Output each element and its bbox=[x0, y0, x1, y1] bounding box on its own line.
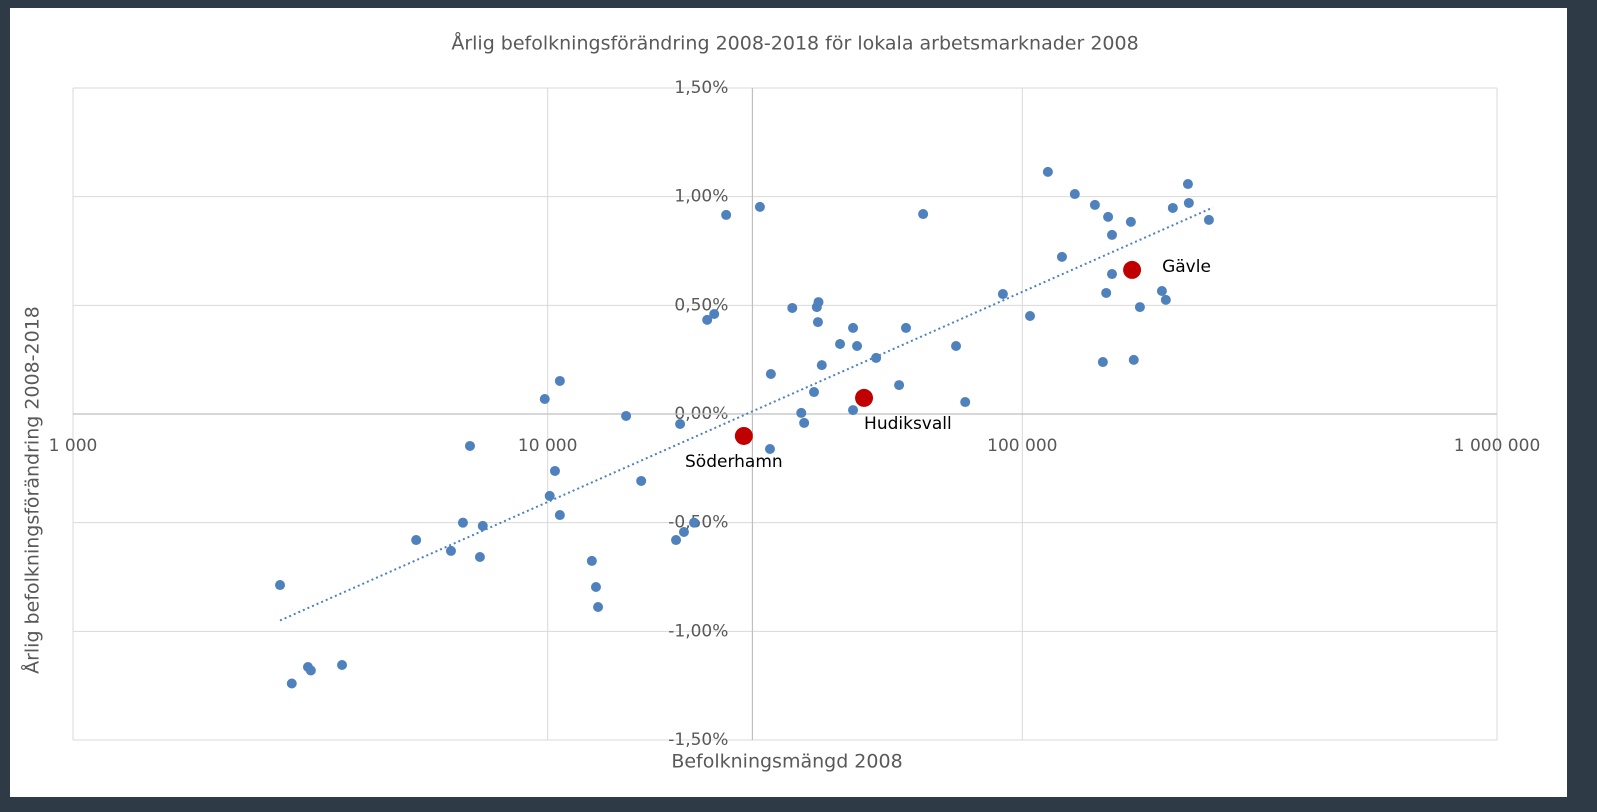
point bbox=[1107, 269, 1118, 280]
point bbox=[848, 405, 859, 416]
point bbox=[1025, 310, 1036, 321]
x-axis-label: Befolkningsmängd 2008 bbox=[671, 751, 902, 773]
point bbox=[586, 555, 597, 566]
point bbox=[445, 545, 456, 556]
point bbox=[337, 660, 348, 671]
point bbox=[554, 510, 565, 521]
point bbox=[1125, 216, 1136, 227]
point bbox=[636, 475, 647, 486]
point bbox=[813, 297, 824, 308]
point bbox=[305, 665, 316, 676]
point bbox=[477, 520, 488, 531]
point bbox=[539, 394, 550, 405]
point-label: Gävle bbox=[1162, 257, 1211, 277]
point bbox=[1101, 287, 1112, 298]
point bbox=[799, 417, 810, 428]
highlight-point bbox=[734, 426, 753, 445]
y-tick-label: -1,00% bbox=[668, 621, 728, 641]
point bbox=[754, 201, 765, 212]
point bbox=[702, 314, 713, 325]
point bbox=[1107, 229, 1118, 240]
chart-title: Årlig befolkningsförändring 2008-2018 fö… bbox=[451, 32, 1138, 55]
point bbox=[709, 309, 720, 320]
chart-background bbox=[10, 8, 1567, 797]
point bbox=[871, 352, 882, 363]
y-tick-label: -1,50% bbox=[668, 730, 728, 750]
point bbox=[678, 527, 689, 538]
point bbox=[549, 465, 560, 476]
point bbox=[894, 380, 905, 391]
point bbox=[621, 410, 632, 421]
trendline bbox=[279, 206, 1214, 622]
x-tick-label: 10 000 bbox=[518, 436, 577, 456]
point bbox=[812, 317, 823, 328]
point bbox=[464, 440, 475, 451]
point bbox=[590, 581, 601, 592]
y-axis-label: Årlig befolkningsförändring 2008-2018 bbox=[21, 306, 44, 674]
point bbox=[951, 340, 962, 351]
point bbox=[787, 302, 798, 313]
x-tick-label: 1 000 000 bbox=[1454, 436, 1541, 456]
highlight-point bbox=[855, 388, 874, 407]
point bbox=[1183, 197, 1194, 208]
y-tick-label: 1,50% bbox=[674, 78, 728, 98]
point-label: Söderhamn bbox=[685, 452, 783, 472]
point bbox=[1134, 302, 1145, 313]
highlight-point bbox=[1123, 260, 1142, 279]
point bbox=[848, 322, 859, 333]
point bbox=[765, 369, 776, 380]
point bbox=[1156, 285, 1167, 296]
point bbox=[1089, 199, 1100, 210]
x-tick-label: 100 000 bbox=[987, 436, 1057, 456]
point bbox=[1167, 202, 1178, 213]
y-tick-label: 0,50% bbox=[674, 295, 728, 315]
x-tick-label: 1 000 bbox=[49, 436, 98, 456]
point bbox=[1160, 294, 1171, 305]
point bbox=[1097, 357, 1108, 368]
point bbox=[1056, 251, 1067, 262]
point bbox=[675, 418, 686, 429]
point bbox=[411, 535, 422, 546]
point bbox=[554, 375, 565, 386]
point bbox=[721, 209, 732, 220]
point bbox=[1182, 179, 1193, 190]
point bbox=[275, 580, 286, 591]
point bbox=[689, 517, 700, 528]
point bbox=[796, 407, 807, 418]
point bbox=[900, 322, 911, 333]
point bbox=[593, 601, 604, 612]
point bbox=[1103, 211, 1114, 222]
point bbox=[457, 517, 468, 528]
point bbox=[852, 340, 863, 351]
point bbox=[809, 387, 820, 398]
point bbox=[816, 360, 827, 371]
point bbox=[997, 289, 1008, 300]
point bbox=[1069, 189, 1080, 200]
point bbox=[544, 490, 555, 501]
point bbox=[671, 535, 682, 546]
point bbox=[1203, 214, 1214, 225]
point bbox=[918, 209, 929, 220]
point bbox=[960, 397, 971, 408]
point bbox=[286, 678, 297, 689]
point bbox=[474, 552, 485, 563]
point bbox=[1042, 166, 1053, 177]
y-tick-label: 1,00% bbox=[674, 187, 728, 207]
point bbox=[764, 443, 775, 454]
point bbox=[835, 339, 846, 350]
point-label: Hudiksvall bbox=[864, 414, 952, 434]
point bbox=[1128, 354, 1139, 365]
